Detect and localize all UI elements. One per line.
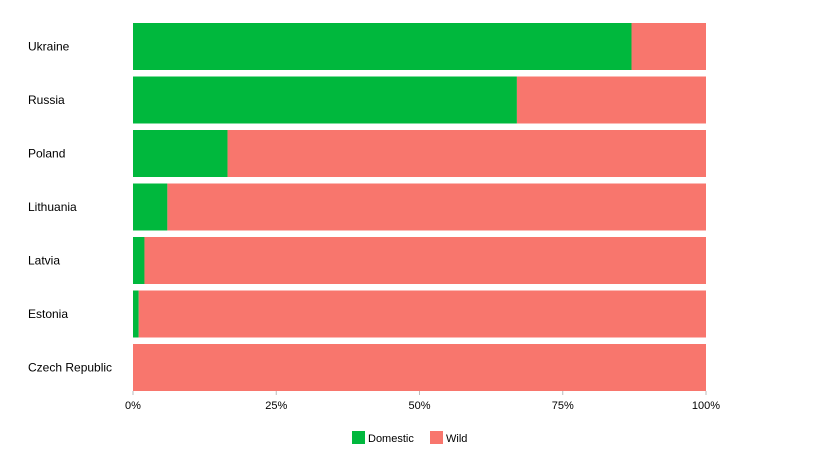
bar-wild-lithuania (167, 183, 706, 231)
x-tick-label: 0% (125, 400, 141, 412)
category-label: Ukraine (28, 40, 70, 54)
x-tick-label: 75% (552, 400, 574, 412)
x-tick-label: 25% (265, 400, 287, 412)
bar-wild-poland (227, 130, 707, 177)
bar-wild-estonia (138, 290, 707, 338)
legend-swatch-domestic (352, 431, 365, 444)
bar-domestic-poland (133, 130, 228, 177)
bar-domestic-lithuania (133, 183, 168, 231)
plot-area (133, 23, 707, 391)
bar-wild-latvia (144, 237, 706, 284)
category-labels: Ukraine Russia Poland Lithuania Latvia Estoni… (28, 40, 112, 375)
bar-domestic-russia (133, 76, 517, 124)
category-label: Lithuania (28, 200, 77, 214)
category-label: Czech Republic (28, 361, 112, 375)
category-label: Russia (28, 93, 65, 107)
x-tick-label: 50% (408, 400, 430, 412)
legend-label-wild: Wild (446, 433, 467, 445)
x-axis: 0% 25% 50% 75% 100% (125, 391, 720, 412)
category-label: Latvia (28, 254, 60, 268)
legend: Domestic Wild (352, 431, 467, 445)
legend-label-domestic: Domestic (368, 433, 414, 445)
bar-domestic-latvia (133, 237, 145, 284)
x-tick-label: 100% (692, 400, 720, 412)
category-label: Estonia (28, 307, 68, 321)
legend-swatch-wild (430, 431, 443, 444)
category-label: Poland (28, 147, 65, 161)
bar-wild-czech-republic (133, 344, 706, 391)
bar-domestic-estonia (133, 290, 139, 338)
bar-wild-ukraine (631, 23, 706, 70)
bar-wild-russia (516, 76, 706, 124)
bar-domestic-ukraine (133, 23, 632, 70)
